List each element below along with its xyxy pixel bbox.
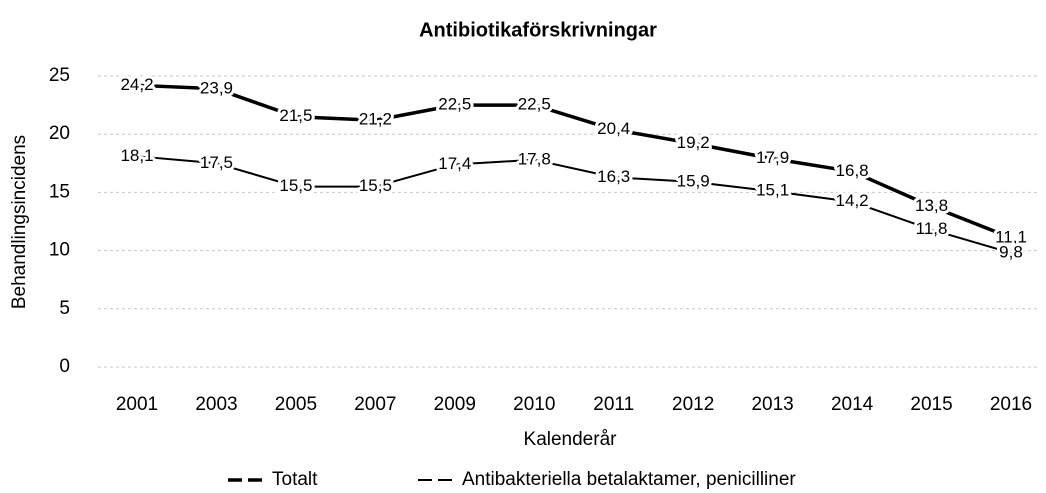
x-tick-label: 2015 [910,394,952,415]
data-label: 17,4 [438,154,471,173]
data-label: 17,9 [756,148,789,167]
data-label: 24,2 [120,75,153,94]
x-tick-label: 2010 [513,394,555,415]
y-tick-label: 5 [59,298,70,319]
data-label: 16,8 [836,161,869,180]
data-label: 16,3 [597,167,630,186]
data-label: 17,5 [200,153,233,172]
series-line [136,155,1012,254]
data-label: 11,8 [916,219,948,238]
data-label: 15,9 [677,171,710,190]
data-label: 15,5 [359,176,392,195]
data-label: 11,1 [995,227,1027,246]
x-tick-label: 2016 [990,394,1032,415]
chart-title: Antibiotikaförskrivningar [419,19,657,41]
data-label: 9,8 [999,242,1023,261]
y-tick-label: 15 [49,181,70,202]
data-label: 15,1 [756,181,789,200]
data-label: 15,5 [279,176,312,195]
y-tick-label: 10 [49,240,70,261]
y-tick-label: 0 [59,356,70,377]
data-label: 13,8 [915,196,948,215]
x-tick-label: 2011 [593,394,634,415]
data-label: 14,2 [836,191,869,210]
x-tick-label: 2009 [434,394,476,415]
x-axis-label: Kalenderår [524,429,618,450]
x-tick-label: 2012 [672,394,714,415]
x-tick-label: 2013 [751,394,793,415]
data-label: 22,5 [518,95,551,114]
data-label: 22,5 [438,95,471,114]
data-label: 20,4 [597,119,630,138]
series-line [136,83,1012,240]
x-tick-label: 2003 [195,394,237,415]
legend-label: Antibakteriella betalaktamer, penicillin… [462,469,796,490]
x-tick-label: 2014 [831,394,874,415]
y-tick-label: 20 [49,123,70,144]
x-tick-label: 2005 [275,394,317,415]
y-tick-label: 25 [49,65,70,86]
data-label: 18,1 [120,146,153,165]
y-axis-label: Behandlingsincidens [9,135,30,309]
x-tick-label: 2007 [354,394,396,415]
data-label: 23,9 [200,78,233,97]
data-label: 17,8 [518,149,551,168]
data-label: 21,2 [359,110,392,129]
data-label: 19,2 [677,133,710,152]
data-label: 21,5 [279,106,312,125]
legend-label: Totalt [272,469,318,490]
x-tick-label: 2001 [116,394,158,415]
